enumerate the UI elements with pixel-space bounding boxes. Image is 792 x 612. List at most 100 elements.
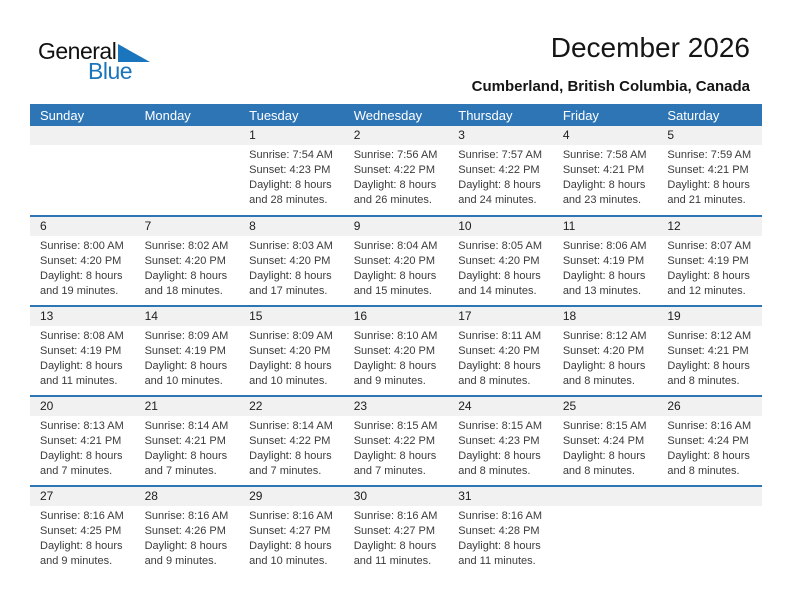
day-cell: 3 Sunrise: 7:57 AM Sunset: 4:22 PM Dayli… bbox=[448, 126, 553, 216]
week-row: 20 Sunrise: 8:13 AM Sunset: 4:21 PM Dayl… bbox=[30, 395, 762, 486]
sunset-text: Sunset: 4:20 PM bbox=[249, 345, 331, 357]
day-cell: 20 Sunrise: 8:13 AM Sunset: 4:21 PM Dayl… bbox=[30, 395, 135, 486]
day-cell: 14 Sunrise: 8:09 AM Sunset: 4:19 PM Dayl… bbox=[134, 305, 240, 396]
sunrise-text: Sunrise: 8:15 AM bbox=[353, 420, 438, 432]
sunset-text: Sunset: 4:21 PM bbox=[144, 435, 226, 447]
day-number: 29 bbox=[239, 487, 344, 506]
day-number: 6 bbox=[30, 217, 135, 236]
day-number bbox=[657, 487, 762, 506]
day-details: Sunrise: 8:06 AM Sunset: 4:19 PM Dayligh… bbox=[553, 236, 658, 299]
daylight-text: Daylight: 8 hours and 10 minutes. bbox=[144, 360, 228, 387]
sunset-text: Sunset: 4:23 PM bbox=[249, 164, 331, 176]
sunrise-text: Sunrise: 7:56 AM bbox=[353, 149, 438, 161]
week-row: 6 Sunrise: 8:00 AM Sunset: 4:20 PM Dayli… bbox=[30, 215, 762, 306]
sunset-text: Sunset: 4:22 PM bbox=[353, 435, 436, 447]
day-details: Sunrise: 7:54 AM Sunset: 4:23 PM Dayligh… bbox=[239, 145, 344, 208]
day-number bbox=[552, 487, 658, 506]
day-details: Sunrise: 8:04 AM Sunset: 4:20 PM Dayligh… bbox=[344, 236, 449, 299]
day-details: Sunrise: 8:12 AM Sunset: 4:20 PM Dayligh… bbox=[553, 326, 658, 389]
day-number: 16 bbox=[343, 307, 449, 326]
sunrise-text: Sunrise: 8:03 AM bbox=[249, 240, 333, 252]
sunrise-text: Sunrise: 7:58 AM bbox=[562, 149, 647, 161]
daylight-text: Daylight: 8 hours and 8 minutes. bbox=[667, 450, 750, 477]
day-details: Sunrise: 8:02 AM Sunset: 4:20 PM Dayligh… bbox=[135, 236, 240, 299]
day-number: 21 bbox=[134, 397, 240, 416]
daylight-text: Daylight: 8 hours and 9 minutes. bbox=[144, 540, 228, 567]
sunset-text: Sunset: 4:19 PM bbox=[667, 255, 749, 267]
general-blue-logo: General Blue bbox=[38, 40, 151, 84]
day-number: 27 bbox=[30, 487, 135, 506]
daylight-text: Daylight: 8 hours and 8 minutes. bbox=[562, 360, 646, 387]
day-cell: 17 Sunrise: 8:11 AM Sunset: 4:20 PM Dayl… bbox=[448, 305, 553, 396]
day-number: 11 bbox=[552, 217, 658, 236]
daylight-text: Daylight: 8 hours and 21 minutes. bbox=[667, 179, 750, 206]
sunrise-text: Sunrise: 8:05 AM bbox=[458, 240, 543, 252]
day-number: 9 bbox=[343, 217, 449, 236]
day-number: 2 bbox=[343, 126, 449, 145]
day-details: Sunrise: 8:15 AM Sunset: 4:24 PM Dayligh… bbox=[553, 416, 658, 479]
sunset-text: Sunset: 4:27 PM bbox=[353, 525, 436, 537]
logo-word-blue: Blue bbox=[88, 58, 133, 84]
sunrise-text: Sunrise: 8:14 AM bbox=[249, 420, 333, 432]
weekday-header: Monday bbox=[134, 104, 240, 126]
sunset-text: Sunset: 4:19 PM bbox=[562, 255, 645, 267]
day-number: 3 bbox=[448, 126, 553, 145]
day-cell: 25 Sunrise: 8:15 AM Sunset: 4:24 PM Dayl… bbox=[552, 395, 658, 486]
daylight-text: Daylight: 8 hours and 23 minutes. bbox=[562, 179, 646, 206]
day-number: 15 bbox=[239, 307, 344, 326]
daylight-text: Daylight: 8 hours and 18 minutes. bbox=[144, 270, 228, 297]
day-cell: 6 Sunrise: 8:00 AM Sunset: 4:20 PM Dayli… bbox=[30, 215, 135, 306]
sunrise-text: Sunrise: 8:08 AM bbox=[40, 330, 124, 342]
day-number: 25 bbox=[552, 397, 658, 416]
day-details: Sunrise: 7:56 AM Sunset: 4:22 PM Dayligh… bbox=[344, 145, 449, 208]
sunset-text: Sunset: 4:25 PM bbox=[40, 525, 122, 537]
day-cell: 23 Sunrise: 8:15 AM Sunset: 4:22 PM Dayl… bbox=[343, 395, 449, 486]
day-details: Sunrise: 8:16 AM Sunset: 4:26 PM Dayligh… bbox=[135, 506, 240, 569]
day-cell: 15 Sunrise: 8:09 AM Sunset: 4:20 PM Dayl… bbox=[239, 305, 344, 396]
weekday-header: Tuesday bbox=[239, 104, 344, 126]
daylight-text: Daylight: 8 hours and 11 minutes. bbox=[353, 540, 437, 567]
day-number: 17 bbox=[448, 307, 553, 326]
day-details: Sunrise: 8:03 AM Sunset: 4:20 PM Dayligh… bbox=[239, 236, 344, 299]
day-number: 8 bbox=[239, 217, 344, 236]
day-cell: 26 Sunrise: 8:16 AM Sunset: 4:24 PM Dayl… bbox=[657, 395, 762, 486]
day-number: 20 bbox=[30, 397, 135, 416]
week-row: 13 Sunrise: 8:08 AM Sunset: 4:19 PM Dayl… bbox=[30, 305, 762, 396]
weekday-header: Saturday bbox=[657, 104, 762, 126]
day-cell: 5 Sunrise: 7:59 AM Sunset: 4:21 PM Dayli… bbox=[657, 126, 762, 216]
sunrise-text: Sunrise: 7:59 AM bbox=[667, 149, 752, 161]
sunrise-text: Sunrise: 8:13 AM bbox=[40, 420, 124, 432]
day-number: 26 bbox=[657, 397, 762, 416]
day-number: 18 bbox=[552, 307, 658, 326]
daylight-text: Daylight: 8 hours and 11 minutes. bbox=[458, 540, 541, 567]
day-number: 22 bbox=[239, 397, 344, 416]
day-details: Sunrise: 8:09 AM Sunset: 4:19 PM Dayligh… bbox=[135, 326, 240, 389]
daylight-text: Daylight: 8 hours and 7 minutes. bbox=[40, 450, 123, 477]
sunset-text: Sunset: 4:20 PM bbox=[40, 255, 122, 267]
day-cell: 22 Sunrise: 8:14 AM Sunset: 4:22 PM Dayl… bbox=[239, 395, 344, 486]
day-cell: 12 Sunrise: 8:07 AM Sunset: 4:19 PM Dayl… bbox=[657, 215, 762, 306]
sunset-text: Sunset: 4:19 PM bbox=[144, 345, 226, 357]
day-cell-empty bbox=[657, 485, 762, 576]
daylight-text: Daylight: 8 hours and 8 minutes. bbox=[458, 450, 541, 477]
sunrise-text: Sunrise: 8:10 AM bbox=[353, 330, 438, 342]
day-number: 5 bbox=[657, 126, 762, 145]
day-number: 24 bbox=[448, 397, 553, 416]
day-number: 10 bbox=[448, 217, 553, 236]
weekday-header-row: Sunday Monday Tuesday Wednesday Thursday Frid… bbox=[30, 104, 762, 126]
day-cell: 1 Sunrise: 7:54 AM Sunset: 4:23 PM Dayli… bbox=[239, 126, 344, 216]
sunset-text: Sunset: 4:21 PM bbox=[667, 345, 749, 357]
sunset-text: Sunset: 4:21 PM bbox=[667, 164, 749, 176]
sunrise-text: Sunrise: 8:16 AM bbox=[249, 510, 333, 522]
day-details: Sunrise: 7:57 AM Sunset: 4:22 PM Dayligh… bbox=[448, 145, 553, 208]
sunrise-text: Sunrise: 8:00 AM bbox=[40, 240, 124, 252]
daylight-text: Daylight: 8 hours and 7 minutes. bbox=[353, 450, 437, 477]
day-details: Sunrise: 8:12 AM Sunset: 4:21 PM Dayligh… bbox=[657, 326, 762, 389]
sunset-text: Sunset: 4:20 PM bbox=[249, 255, 331, 267]
day-details: Sunrise: 8:15 AM Sunset: 4:22 PM Dayligh… bbox=[344, 416, 449, 479]
logo-triangle-icon bbox=[118, 44, 151, 62]
sunset-text: Sunset: 4:26 PM bbox=[144, 525, 226, 537]
day-details: Sunrise: 8:08 AM Sunset: 4:19 PM Dayligh… bbox=[30, 326, 135, 389]
day-details: Sunrise: 8:05 AM Sunset: 4:20 PM Dayligh… bbox=[448, 236, 553, 299]
